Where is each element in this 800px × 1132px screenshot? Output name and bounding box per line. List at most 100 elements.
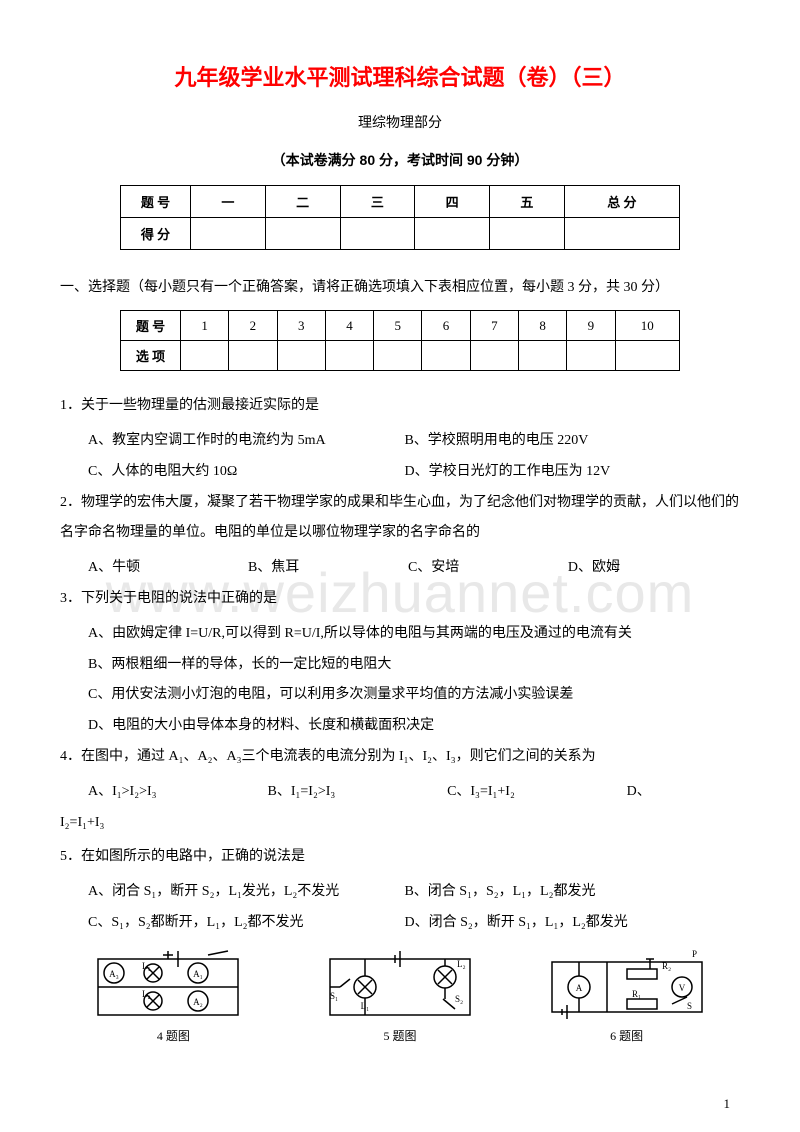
num-cell: 6 xyxy=(422,311,470,341)
answer-table: 题 号 1 2 3 4 5 6 7 8 9 10 选 项 xyxy=(120,310,680,371)
q5-stem: 5．在如图所示的电路中，正确的说法是 xyxy=(60,842,740,873)
svg-text:A₂: A₂ xyxy=(194,997,204,1007)
page-content: 九年级学业水平测试理科综合试题（卷）（三） 理综物理部分 （本试卷满分 80 分… xyxy=(60,60,740,1044)
q2-a: A、牛顿 xyxy=(88,553,244,584)
answer-cell xyxy=(181,341,229,371)
answer-cell xyxy=(374,341,422,371)
col-header: 五 xyxy=(490,186,565,218)
score-cell xyxy=(340,218,415,250)
q2-options: A、牛顿 B、焦耳 C、安培 D、欧姆 xyxy=(60,553,740,584)
exam-subtitle: 理综物理部分 xyxy=(60,112,740,132)
answer-cell xyxy=(277,341,325,371)
q3-d: D、电阻的大小由导体本身的材料、长度和横截面积决定 xyxy=(88,711,740,742)
q3-stem: 3．下列关于电阻的说法中正确的是 xyxy=(60,584,740,615)
svg-text:S₁: S₁ xyxy=(330,991,338,1001)
q1-c: C、人体的电阻大约 10Ω xyxy=(88,457,401,488)
q1-d: D、学校日光灯的工作电压为 12V xyxy=(404,457,717,488)
q2-stem: 2．物理学的宏伟大厦，凝聚了若干物理学家的成果和毕生心血，为了纪念他们对物理学的… xyxy=(60,488,740,550)
svg-text:S: S xyxy=(687,1001,692,1011)
num-cell: 3 xyxy=(277,311,325,341)
q3-options: A、由欧姆定律 I=U/R,可以得到 R=U/I,所以导体的电阻与其两端的电压及… xyxy=(60,619,740,742)
fig5-caption: 5 题图 xyxy=(305,1027,495,1044)
q3-a: A、由欧姆定律 I=U/R,可以得到 R=U/I,所以导体的电阻与其两端的电压及… xyxy=(88,619,740,650)
q2-b: B、焦耳 xyxy=(248,553,404,584)
answer-cell xyxy=(422,341,470,371)
q5-options: A、闭合 S₁，断开 S₂，L₁发光，L₂不发光 B、闭合 S₁，S₂，L₁，L… xyxy=(60,877,740,939)
exam-info: （本试卷满分 80 分，考试时间 90 分钟） xyxy=(60,150,740,170)
q4-a: A、I₁>I₂>I₃ xyxy=(88,777,264,808)
figure-4: A₃ L₁ A₁ L₂ A₂ 4 题图 xyxy=(78,947,268,1044)
table-row: 选 项 xyxy=(121,341,680,371)
svg-text:L₂: L₂ xyxy=(457,959,466,969)
col-header: 二 xyxy=(265,186,340,218)
q2-c: C、安培 xyxy=(408,553,564,584)
figure-5: L₁ L₂ S₂ S₁ 5 题图 xyxy=(305,947,495,1044)
table-row: 题 号 1 2 3 4 5 6 7 8 9 10 xyxy=(121,311,680,341)
score-table: 题 号 一 二 三 四 五 总 分 得 分 xyxy=(120,185,680,250)
figure-6: A R₂ P V R₁ S 6 题图 xyxy=(532,947,722,1044)
q3-c: C、用伏安法测小灯泡的电阻，可以利用多次测量求平均值的方法减小实验误差 xyxy=(88,680,740,711)
answer-cell xyxy=(229,341,277,371)
answer-cell xyxy=(615,341,679,371)
q4-d-cont: I₂=I₁+I₃ xyxy=(60,808,740,839)
svg-text:A₃: A₃ xyxy=(110,969,120,979)
page-number: 1 xyxy=(724,1096,731,1112)
num-cell: 4 xyxy=(325,311,373,341)
col-header: 总 分 xyxy=(564,186,679,218)
q4-options: A、I₁>I₂>I₃ B、I₁=I₂>I₃ C、I₃=I₁+I₂ D、 xyxy=(60,777,740,808)
svg-text:A₁: A₁ xyxy=(194,969,204,979)
score-cell xyxy=(490,218,565,250)
svg-text:S₂: S₂ xyxy=(455,994,463,1004)
score-cell xyxy=(564,218,679,250)
answer-cell xyxy=(518,341,566,371)
row-label: 得 分 xyxy=(121,218,191,250)
num-cell: 5 xyxy=(374,311,422,341)
q4-b: B、I₁=I₂>I₃ xyxy=(268,777,444,808)
score-cell xyxy=(265,218,340,250)
num-cell: 2 xyxy=(229,311,277,341)
q5-b: B、闭合 S₁，S₂，L₁，L₂都发光 xyxy=(404,877,717,908)
svg-text:R₂: R₂ xyxy=(662,961,671,971)
fig6-caption: 6 题图 xyxy=(532,1027,722,1044)
circuit-4-icon: A₃ L₁ A₁ L₂ A₂ xyxy=(78,947,268,1027)
svg-text:R₁: R₁ xyxy=(632,989,641,999)
score-cell xyxy=(415,218,490,250)
svg-text:P: P xyxy=(692,949,697,959)
q5-c: C、S₁，S₂都断开，L₁，L₂都不发光 xyxy=(88,908,401,939)
q5-d: D、闭合 S₂，断开 S₁，L₁，L₂都发光 xyxy=(404,908,717,939)
table-row: 得 分 xyxy=(121,218,680,250)
row-label: 选 项 xyxy=(121,341,181,371)
answer-cell xyxy=(470,341,518,371)
answer-cell xyxy=(567,341,615,371)
score-cell xyxy=(191,218,266,250)
table-row: 题 号 一 二 三 四 五 总 分 xyxy=(121,186,680,218)
col-header: 题 号 xyxy=(121,311,181,341)
q3-b: B、两根粗细一样的导体，长的一定比短的电阻大 xyxy=(88,650,740,681)
col-header: 四 xyxy=(415,186,490,218)
circuit-6-icon: A R₂ P V R₁ S xyxy=(532,947,722,1027)
q2-d: D、欧姆 xyxy=(568,553,724,584)
num-cell: 1 xyxy=(181,311,229,341)
num-cell: 8 xyxy=(518,311,566,341)
q4-stem: 4．在图中，通过 A₁、A₂、A₃三个电流表的电流分别为 I₁、I₂、I₃，则它… xyxy=(60,742,740,773)
exam-title: 九年级学业水平测试理科综合试题（卷）（三） xyxy=(60,60,740,92)
figures-row: A₃ L₁ A₁ L₂ A₂ 4 题图 L₁ xyxy=(60,947,740,1044)
q4-d: D、 xyxy=(627,777,692,808)
q4-c: C、I₃=I₁+I₂ xyxy=(447,777,623,808)
q1-options: A、教室内空调工作时的电流约为 5mA B、学校照明用电的电压 220V C、人… xyxy=(60,426,740,488)
num-cell: 10 xyxy=(615,311,679,341)
col-header: 题 号 xyxy=(121,186,191,218)
answer-cell xyxy=(325,341,373,371)
q1-stem: 1．关于一些物理量的估测最接近实际的是 xyxy=(60,391,740,422)
fig4-caption: 4 题图 xyxy=(78,1027,268,1044)
num-cell: 9 xyxy=(567,311,615,341)
svg-text:V: V xyxy=(678,983,685,993)
section-1-heading: 一、选择题（每小题只有一个正确答案，请将正确选项填入下表相应位置，每小题 3 分… xyxy=(60,275,740,300)
q1-a: A、教室内空调工作时的电流约为 5mA xyxy=(88,426,401,457)
circuit-5-icon: L₁ L₂ S₂ S₁ xyxy=(305,947,495,1027)
q5-a: A、闭合 S₁，断开 S₂，L₁发光，L₂不发光 xyxy=(88,877,401,908)
num-cell: 7 xyxy=(470,311,518,341)
q1-b: B、学校照明用电的电压 220V xyxy=(404,426,717,457)
col-header: 三 xyxy=(340,186,415,218)
col-header: 一 xyxy=(191,186,266,218)
